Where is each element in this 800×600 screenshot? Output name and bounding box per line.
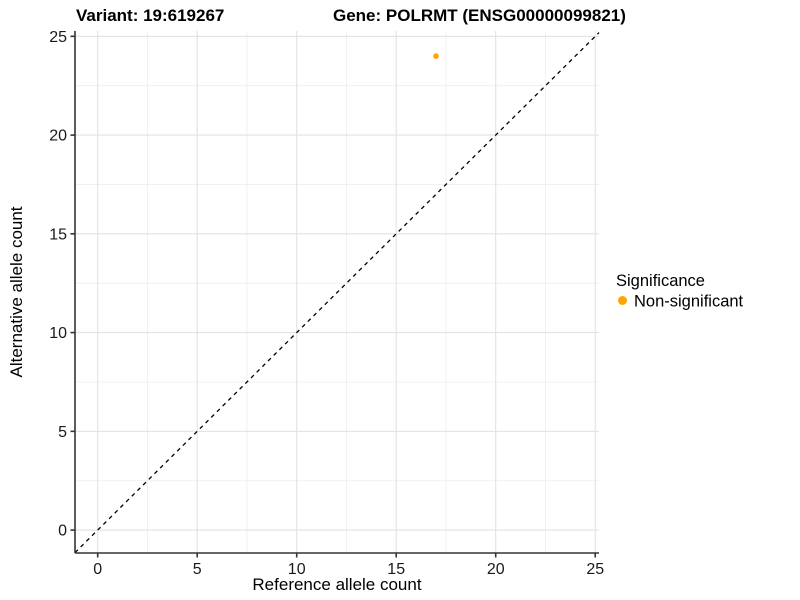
y-tick-label: 5 (58, 424, 67, 441)
x-axis-title: Reference allele count (252, 575, 421, 594)
x-tick-label: 0 (93, 561, 102, 578)
y-tick-label: 25 (49, 29, 67, 46)
legend-item-label: Non-significant (634, 293, 744, 311)
x-tick-label: 5 (193, 561, 202, 578)
y-tick-label: 0 (58, 523, 67, 540)
x-tick-label: 15 (387, 561, 405, 578)
y-tick-label: 15 (49, 226, 67, 243)
plot-title-gene: Gene: POLRMT (ENSG00000099821) (333, 6, 626, 25)
identity-dashed-line (74, 32, 600, 554)
legend: Significance Non-significant (616, 272, 744, 311)
legend-title: Significance (616, 272, 705, 290)
y-axis-title: Alternative allele count (7, 206, 26, 377)
data-point (433, 53, 439, 59)
legend-key-dot (618, 296, 627, 305)
y-tick-label: 10 (49, 325, 67, 342)
x-tick-label: 10 (288, 561, 306, 578)
minor-gridlines (75, 31, 599, 553)
y-axis-ticks: 0 5 10 15 20 25 (49, 29, 75, 540)
major-gridlines (75, 31, 599, 553)
x-tick-label: 25 (586, 561, 604, 578)
data-points (433, 53, 439, 59)
y-tick-label: 20 (49, 128, 67, 145)
x-axis-ticks: 0 5 10 15 20 25 (93, 553, 604, 578)
plot-title-variant: Variant: 19:619267 (76, 6, 224, 25)
x-tick-label: 20 (487, 561, 505, 578)
